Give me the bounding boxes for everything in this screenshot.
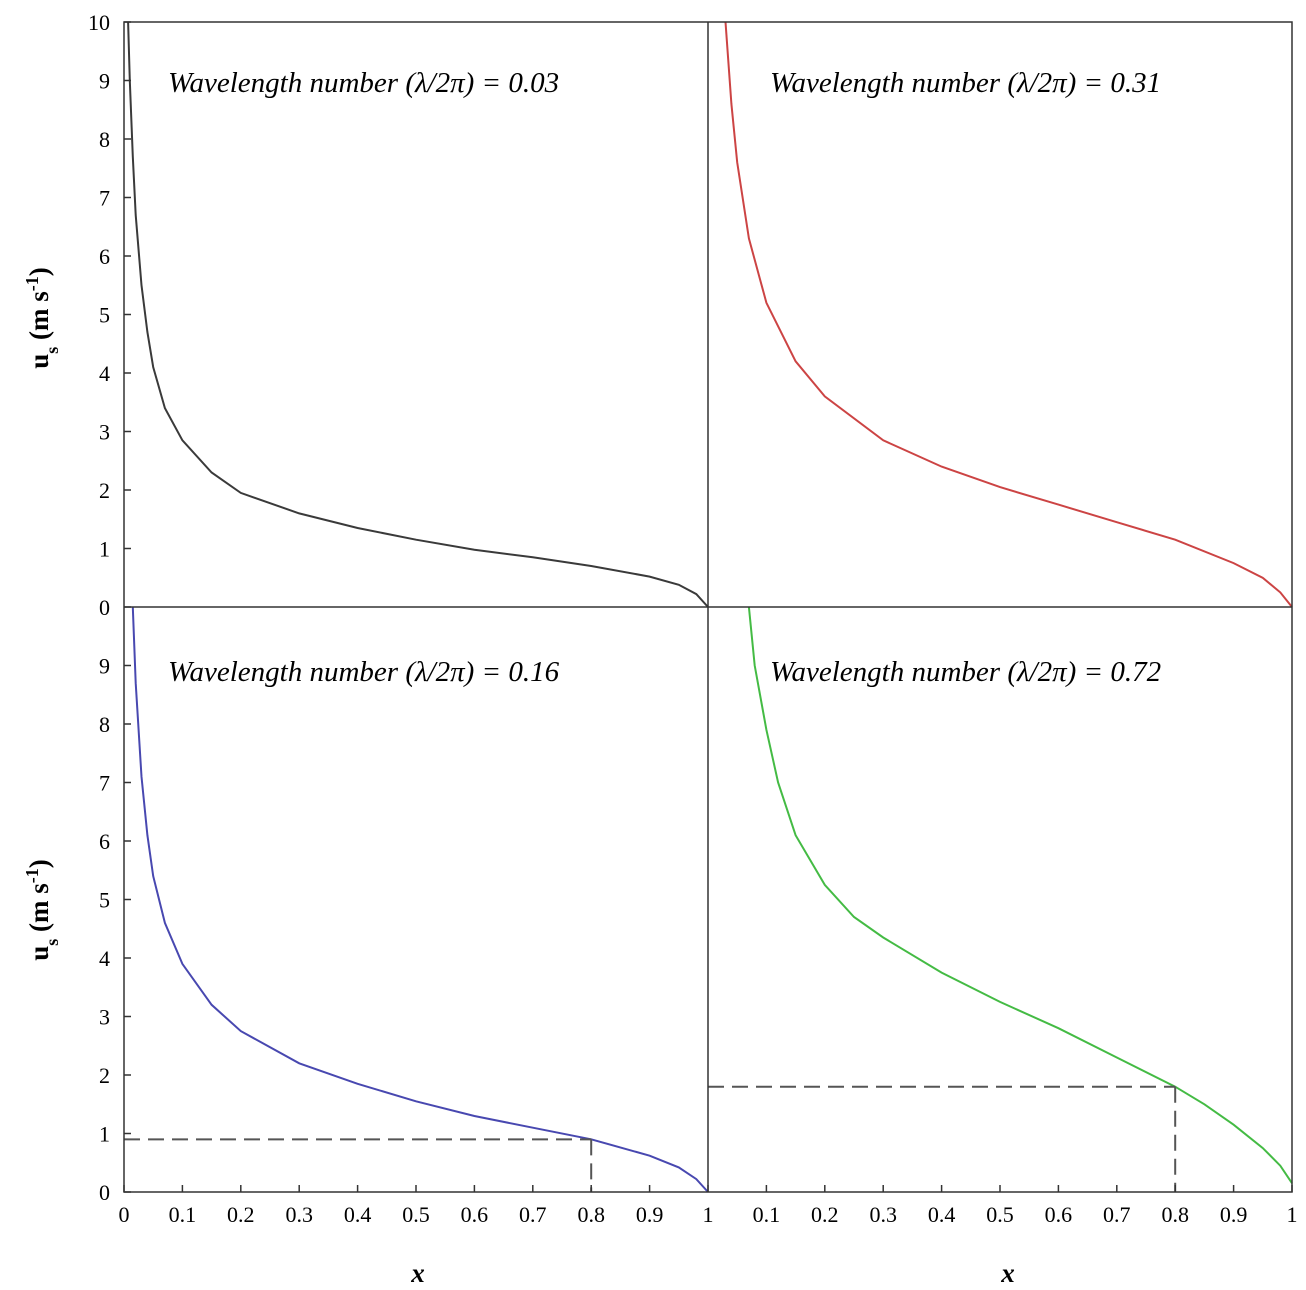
- y-tick-label: 8: [99, 712, 110, 737]
- x-tick-label: 0.3: [285, 1202, 313, 1227]
- x-tick-label: 0.1: [753, 1202, 781, 1227]
- series-line-bottom-right: [747, 606, 1293, 1184]
- x-tick-label: 0.1: [169, 1202, 197, 1227]
- y-tick-label: 9: [99, 654, 110, 679]
- x-tick-label: 0.5: [986, 1202, 1014, 1227]
- x-tick-label: 0.7: [519, 1202, 547, 1227]
- y-tick-label: 9: [99, 69, 110, 94]
- series-line-top-left: [127, 21, 709, 608]
- x-tick-label: 0.7: [1103, 1202, 1131, 1227]
- y-tick-label: 3: [99, 1005, 110, 1030]
- curve-layer: [124, 21, 1293, 1193]
- x-axis-title-left: x: [410, 1258, 425, 1288]
- x-tick-label: 0.6: [1045, 1202, 1073, 1227]
- x-tick-label: 0.6: [461, 1202, 489, 1227]
- x-tick-label: 0.9: [1220, 1202, 1248, 1227]
- panel-title-top-right: Wavelength number (λ/2π) = 0.31: [770, 67, 1161, 99]
- panel-title-bottom-right: Wavelength number (λ/2π) = 0.72: [770, 656, 1161, 688]
- x-tick-label: 0.4: [344, 1202, 372, 1227]
- x-tick-label: 0.2: [811, 1202, 839, 1227]
- y-tick-label: 1: [99, 1122, 110, 1147]
- y-tick-label: 0: [99, 595, 110, 620]
- x-axis-title-right: x: [1000, 1258, 1015, 1288]
- y-tick-label: 0: [99, 1180, 110, 1205]
- y-tick-label: 5: [99, 303, 110, 328]
- series-line-top-right: [724, 21, 1293, 608]
- y-tick-label: 7: [99, 771, 110, 796]
- frame-layer: [123, 21, 1293, 1193]
- y-tick-label: 4: [99, 946, 110, 971]
- tick-layer: 0 1 2 3 4 5 6 7 8 9 10 0 1 2 3 4 5 6 7 8 9 0 0.1 0.2 0.3 0.4 0.5 0.…: [88, 10, 1298, 1227]
- y-tick-label: 3: [99, 420, 110, 445]
- y-tick-label: 10: [88, 10, 110, 35]
- x-tick-label: 0.3: [869, 1202, 897, 1227]
- x-tick-label: 0.8: [577, 1202, 605, 1227]
- x-tick-label: 0.9: [636, 1202, 664, 1227]
- y-tick-label: 5: [99, 888, 110, 913]
- y-tick-label: 2: [99, 1063, 110, 1088]
- y-tick-label: 6: [99, 244, 110, 269]
- x-tick-label: 1: [1287, 1202, 1298, 1227]
- x-tick-label: 0.4: [928, 1202, 956, 1227]
- series-line-bottom-left: [131, 606, 709, 1193]
- y-tick-label: 6: [99, 829, 110, 854]
- x-tick-label: 0.5: [402, 1202, 430, 1227]
- y-tick-label: 1: [99, 537, 110, 562]
- y-tick-label: 2: [99, 478, 110, 503]
- x-tick-label: 0.2: [227, 1202, 255, 1227]
- x-tick-label: 0: [119, 1202, 130, 1227]
- panel-title-top-left: Wavelength number (λ/2π) = 0.03: [168, 67, 559, 99]
- x-tick-label: 1: [703, 1202, 714, 1227]
- text-layer: Wavelength number (λ/2π) = 0.03 Waveleng…: [22, 67, 1161, 1288]
- y-tick-label: 4: [99, 361, 110, 386]
- y-tick-label: 7: [99, 186, 110, 211]
- y-axis-title-top: us (m s-1): [22, 267, 62, 369]
- panel-title-bottom-left: Wavelength number (λ/2π) = 0.16: [168, 656, 560, 688]
- y-tick-label: 8: [99, 127, 110, 152]
- x-tick-label: 0.8: [1161, 1202, 1189, 1227]
- y-axis-title-bottom: us (m s-1): [22, 859, 62, 961]
